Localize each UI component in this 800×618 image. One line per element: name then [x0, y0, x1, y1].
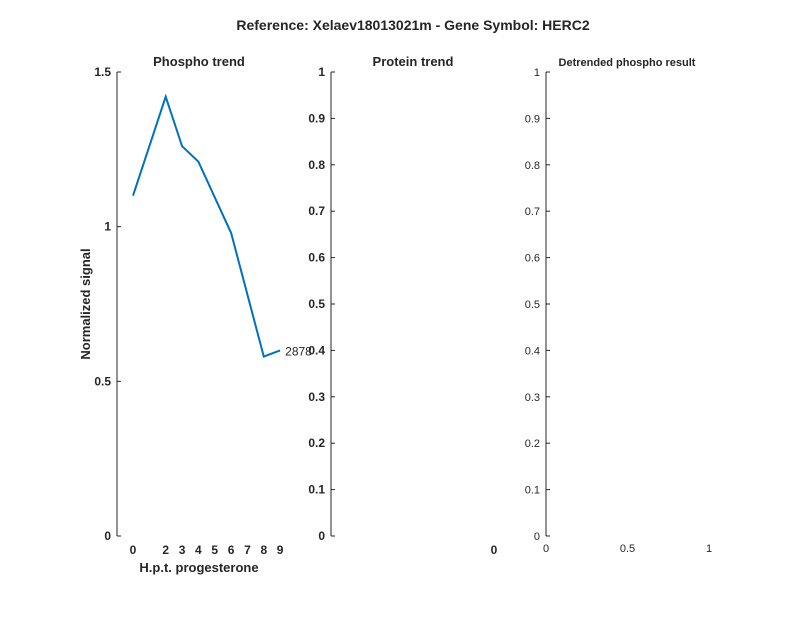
protein-y-ticks: 0 0.1 0.2 0.3 0.4 0.5 0.6 0.7 0.8 0.9 1 — [308, 65, 335, 543]
protein-y-tick-label: 0.8 — [308, 158, 325, 172]
detrended-y-tick-label: 0.7 — [525, 206, 540, 218]
detrended-y-tick-label: 0.1 — [525, 485, 540, 497]
phospho-x-tick-label: 3 — [179, 543, 186, 557]
detrended-title: Detrended phospho result — [559, 57, 696, 69]
protein-y-tick-label: 0.3 — [308, 390, 325, 404]
detrended-y-tick-label: 0.5 — [525, 299, 540, 311]
phospho-y-tick-label: 0.5 — [94, 374, 111, 388]
phospho-y-tick-label: 1.5 — [94, 65, 111, 79]
protein-y-tick-label: 0 — [318, 529, 325, 543]
detrended-y-tick-label: 0.8 — [525, 160, 540, 172]
detrended-x-ticks: 0 0.5 1 — [543, 543, 712, 555]
phospho-x-tick-label: 9 — [277, 543, 284, 557]
phospho-x-tick-label: 7 — [244, 543, 251, 557]
protein-trend-panel: Protein trend 00.10.20.30.40.50.60.70.80… — [308, 54, 497, 557]
phospho-y-ticks: 0 0.5 1 1.5 — [94, 65, 121, 543]
protein-y-tick-label: 1 — [318, 65, 325, 79]
phospho-x-tick-label: 2 — [162, 543, 169, 557]
detrended-y-tick-label: 0 — [534, 531, 540, 543]
detrended-y-tick-label: 0.4 — [525, 345, 540, 357]
detrended-y-ticks: 0 0.1 0.2 0.3 0.4 0.5 0.6 0.7 0.8 0.9 1 — [525, 67, 550, 543]
protein-y-tick-label: 0.9 — [308, 111, 325, 125]
phospho-y-axis-label: Normalized signal — [78, 248, 93, 359]
phospho-y-tick-label: 0 — [104, 529, 111, 543]
protein-y-tick-label: 0.6 — [308, 251, 325, 265]
phospho-trend-title: Phospho trend — [153, 54, 245, 69]
detrended-y-tick-label: 1 — [534, 67, 540, 79]
phospho-y-tick-label: 1 — [104, 220, 111, 234]
figure-title: Reference: Xelaev18013021m - Gene Symbol… — [236, 17, 589, 33]
phospho-series-line — [132, 93, 281, 358]
protein-y-tick-label: 0.5 — [308, 297, 325, 311]
phospho-x-tick-label: 5 — [211, 543, 218, 557]
detrended-x-tick-label: 1 — [706, 543, 712, 555]
detrended-y-tick-label: 0.2 — [525, 438, 540, 450]
phospho-x-tick-label: 0 — [130, 543, 137, 557]
detrended-y-tick-label: 0.9 — [525, 113, 540, 125]
detrended-x-tick-label: 0.5 — [620, 543, 635, 555]
detrended-y-tick-label: 0.6 — [525, 253, 540, 265]
protein-x-tick-label: 0 — [491, 543, 498, 557]
protein-y-tick-label: 0.1 — [308, 483, 325, 497]
phospho-x-tick-label: 4 — [195, 543, 202, 557]
protein-trend-title: Protein trend — [373, 54, 454, 69]
protein-y-tick-label: 0.4 — [308, 343, 325, 357]
phospho-x-tick-label: 6 — [228, 543, 235, 557]
detrended-x-tick-label: 0 — [543, 543, 549, 555]
protein-y-tick-label: 0.2 — [308, 436, 325, 450]
detrended-y-tick-label: 0.3 — [525, 392, 540, 404]
phospho-x-axis-label: H.p.t. progesterone — [139, 560, 258, 575]
phospho-series-end-label: 2878 — [285, 344, 312, 358]
phospho-x-tick-label: 8 — [260, 543, 267, 557]
protein-y-tick-label: 0.7 — [308, 204, 325, 218]
detrended-panel: Detrended phospho result 0 0.1 0.2 0.3 0.4 0.… — [525, 57, 712, 555]
